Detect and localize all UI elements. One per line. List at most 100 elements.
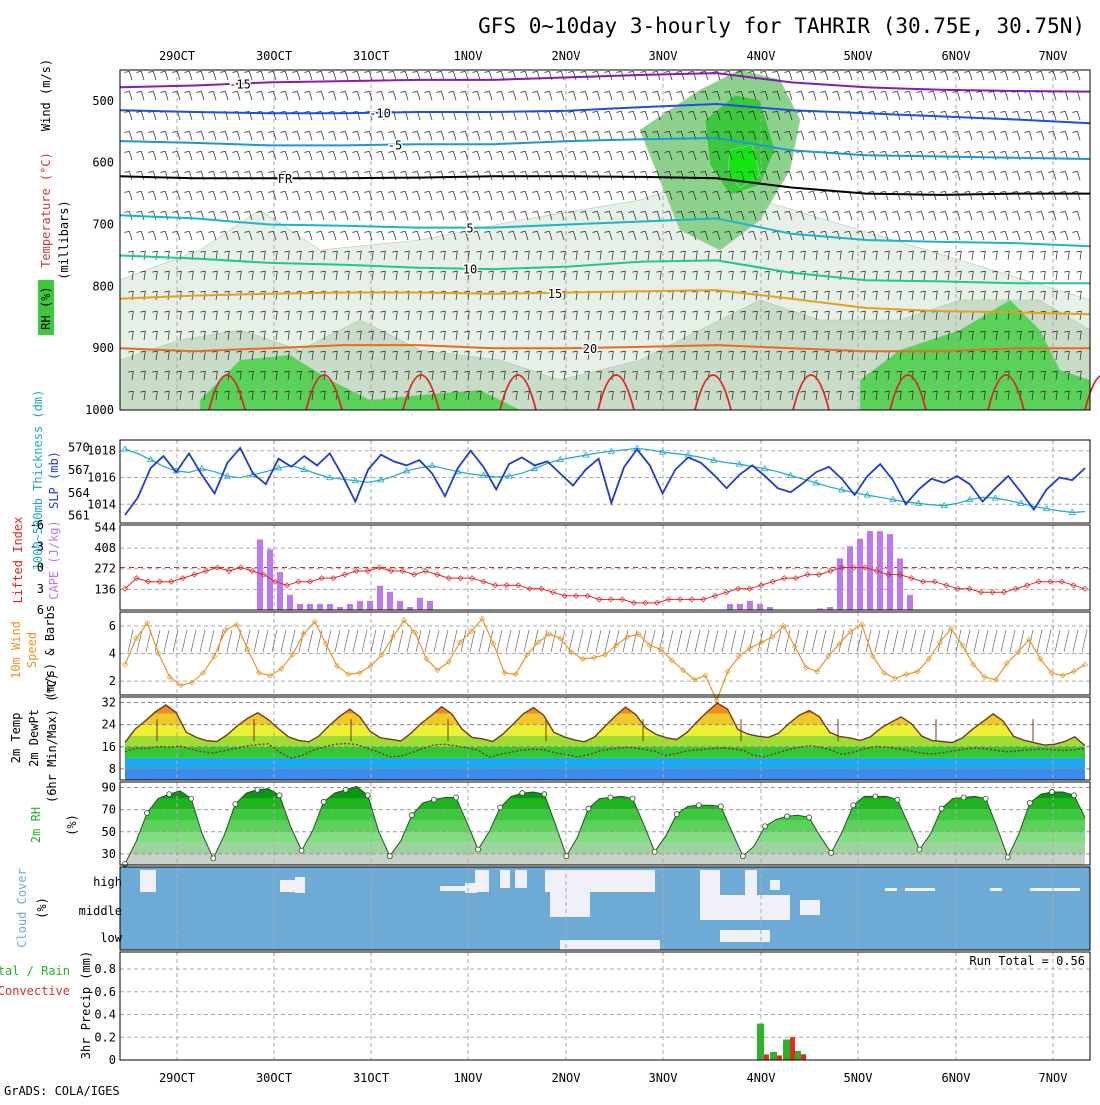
wind-barb-flag — [1048, 71, 1054, 73]
wind-barb-flag — [472, 171, 478, 173]
wind-barb — [357, 91, 361, 101]
wind-barb — [791, 251, 794, 261]
wind-barb-flag — [536, 290, 542, 293]
wind-barb-flag — [244, 91, 250, 93]
temperature-legend-label: Temperature (°C) — [39, 152, 53, 268]
wind-barb-flag — [748, 211, 754, 213]
wind-barb — [143, 311, 146, 321]
wind-barb-flag — [580, 171, 586, 173]
wind-barb-flag — [404, 270, 410, 273]
wind-barb-flag — [424, 91, 430, 93]
wind-barb-flag — [928, 91, 934, 93]
wind-barb-flag — [220, 71, 226, 73]
wind-barb-flag — [784, 211, 790, 213]
wind-barb — [419, 331, 422, 341]
wind-barb — [513, 151, 517, 161]
wind-barb — [993, 71, 997, 81]
surface-isotherm-6 — [792, 374, 830, 411]
wind-speed-marker — [122, 661, 128, 668]
wind-barb — [597, 211, 601, 221]
wind-barb — [1065, 111, 1069, 121]
wind-barb — [525, 191, 529, 201]
wind-barb — [777, 191, 781, 201]
wind-barb-flag — [200, 390, 206, 393]
wind-barb-flag — [424, 231, 430, 233]
wind-barb — [419, 271, 422, 281]
wind-barb — [1041, 131, 1045, 141]
wind-barb — [369, 211, 373, 221]
wind-barb — [597, 151, 601, 161]
wind-barb-flag — [1048, 151, 1054, 153]
wind-barb-flag — [452, 290, 458, 293]
wind-barb-flag — [328, 131, 334, 133]
wind-barb — [899, 271, 902, 281]
wind-barb-flag — [472, 191, 478, 193]
pressure-tick-1: 600 — [92, 156, 114, 170]
thickness-marker — [556, 455, 564, 463]
wind-barb-flag — [692, 370, 698, 373]
wind-barb — [407, 351, 410, 361]
surface-barb — [784, 629, 791, 653]
wind-barb-flag — [440, 330, 446, 333]
wind-barb — [227, 391, 230, 401]
wind-barb-flag — [668, 250, 674, 253]
wind-barb-flag — [376, 231, 382, 233]
wind-barb-flag — [568, 91, 574, 93]
wind-barb-flag — [388, 151, 394, 153]
wind-barb — [465, 71, 469, 81]
wind-barb-flag — [656, 270, 662, 273]
wind-barb-flag — [820, 71, 826, 73]
wind-barb-flag — [280, 171, 286, 173]
wind-barb — [803, 371, 806, 381]
wind-barb-flag — [196, 151, 202, 153]
wind-barb — [1053, 231, 1057, 241]
wind-barb-flag — [724, 191, 730, 193]
wind-barb-flag — [712, 91, 718, 93]
isotherm--10 — [119, 102, 1091, 125]
wind-barb — [899, 251, 902, 261]
wind-barb — [587, 251, 590, 261]
wind-barb — [695, 271, 698, 281]
wind-barb — [287, 391, 290, 401]
wind-barb — [849, 171, 853, 181]
wind-barb-flag — [992, 250, 998, 253]
wind-barb-flag — [532, 171, 538, 173]
wind-barb-flag — [272, 290, 278, 293]
wind-barb — [165, 111, 169, 121]
wind-barb-flag — [764, 330, 770, 333]
wind-barb — [179, 311, 182, 321]
wind-barb-flag — [320, 390, 326, 393]
wind-barb — [767, 251, 770, 261]
wind-barb — [191, 311, 194, 321]
wind-barb-flag — [352, 211, 358, 213]
wind-barb-flag — [172, 191, 178, 193]
wind-barb-flag — [608, 250, 614, 253]
wind-barb-flag — [140, 330, 146, 333]
wind-barb-flag — [800, 330, 806, 333]
wind-barb-flag — [184, 191, 190, 193]
wind-barb — [551, 251, 554, 261]
wind-barb — [467, 351, 470, 361]
wind-barb — [335, 271, 338, 281]
wind-barb — [753, 131, 757, 141]
wind-barb-flag — [404, 350, 410, 353]
cape-tick-0: 544 — [94, 520, 116, 534]
isotherm-10 — [119, 254, 1090, 285]
wind-barb-flag — [440, 250, 446, 253]
wind-barb — [455, 271, 458, 281]
thickness-marker — [351, 476, 360, 484]
wind-barb-flag — [964, 151, 970, 153]
wind-barb-flag — [784, 191, 790, 193]
wind-legend-label: Wind (m/s) — [39, 59, 53, 131]
wind-barb — [359, 251, 362, 261]
wind-barb — [1043, 371, 1046, 381]
wind-barb-flag — [776, 290, 782, 293]
wind-barb-flag — [356, 370, 362, 373]
wind-barb — [755, 311, 758, 321]
wind-barb-flag — [452, 390, 458, 393]
wind-barb — [1079, 351, 1082, 361]
wind-barb-flag — [652, 191, 658, 193]
surface-barb — [352, 629, 359, 653]
lifted-marker — [700, 596, 707, 603]
wind-barb — [621, 111, 625, 121]
